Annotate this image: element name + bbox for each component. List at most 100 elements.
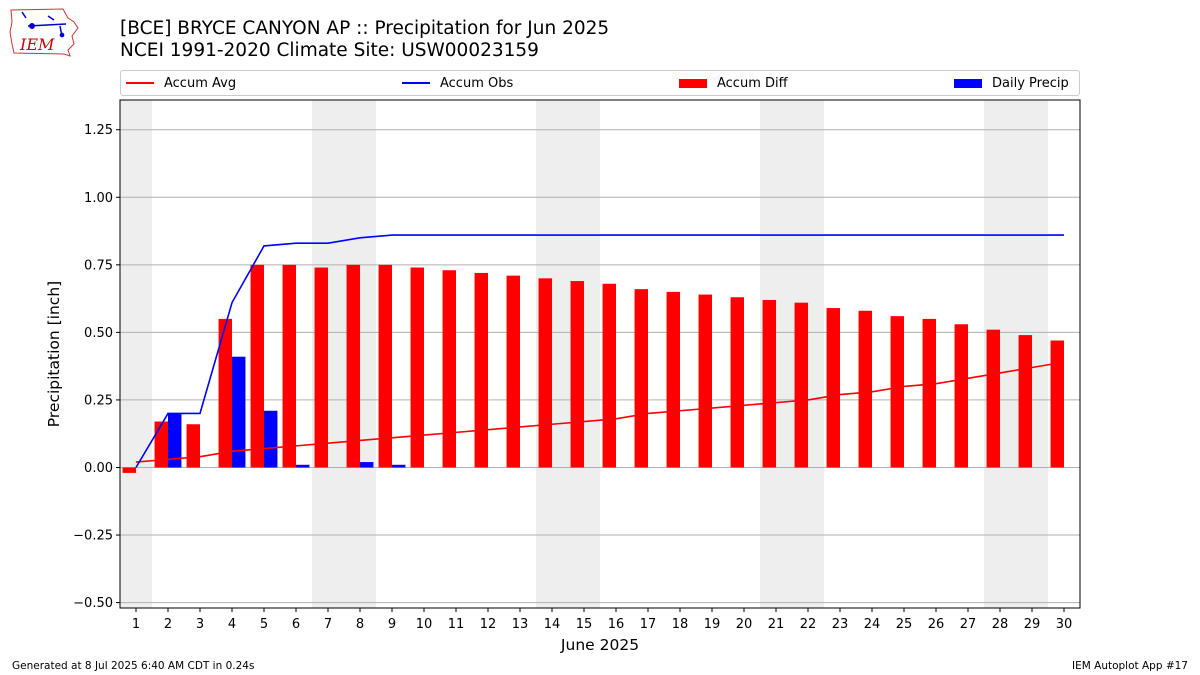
accum-diff-bar — [218, 318, 232, 468]
y-tick-label: −0.25 — [73, 529, 113, 544]
x-tick-label: 22 — [800, 617, 817, 632]
accum-diff-bar — [794, 302, 808, 468]
y-axis-label: Precipitation [inch] — [45, 281, 63, 427]
x-tick-label: 21 — [768, 617, 785, 632]
accum-diff-bar — [346, 264, 360, 468]
accum-diff-bar — [378, 264, 392, 468]
accum-diff-bar — [634, 289, 648, 468]
y-tick-label: 0.25 — [84, 393, 113, 408]
chart-subtitle: NCEI 1991-2020 Climate Site: USW00023159 — [120, 40, 539, 61]
daily-precip-bar — [392, 464, 406, 468]
accum-diff-bar — [122, 467, 136, 473]
accum-diff-bar — [954, 324, 968, 468]
legend-label: Accum Diff — [717, 75, 788, 91]
autoplot-app-label: IEM Autoplot App #17 — [1072, 660, 1188, 672]
accum-diff-bar — [826, 308, 840, 468]
x-tick-label: 10 — [416, 617, 433, 632]
legend: Accum Avg Accum Obs Accum Diff Daily Pre… — [120, 70, 1080, 96]
weekend-shade — [120, 100, 152, 608]
accum-diff-bar — [442, 270, 456, 468]
accum-diff-bar — [314, 267, 328, 468]
accum-diff-bar — [730, 297, 744, 468]
x-tick-label: 18 — [672, 617, 689, 632]
weather-instruments-icon — [21, 11, 67, 38]
x-tick-label: 1 — [132, 617, 140, 632]
accum-diff-bar — [698, 294, 712, 468]
x-tick-label: 24 — [864, 617, 881, 632]
legend-item-daily-precip: Daily Precip — [954, 71, 1069, 95]
y-tick-label: 0.00 — [84, 461, 113, 476]
x-tick-label: 5 — [260, 617, 268, 632]
x-tick-label: 9 — [388, 617, 396, 632]
daily-precip-bar — [264, 410, 278, 468]
x-tick-label: 11 — [448, 617, 465, 632]
legend-line-blue-icon — [402, 82, 430, 84]
x-tick-label: 29 — [1024, 617, 1041, 632]
generated-timestamp: Generated at 8 Jul 2025 6:40 AM CDT in 0… — [12, 660, 255, 672]
x-axis-label: June 2025 — [560, 636, 639, 654]
accum-diff-bar — [154, 421, 168, 468]
x-tick-label: 16 — [608, 617, 625, 632]
daily-precip-bar — [168, 413, 182, 468]
accum-diff-bar — [250, 264, 264, 468]
x-tick-label: 8 — [356, 617, 364, 632]
legend-item-accum-avg: Accum Avg — [126, 71, 236, 95]
x-tick-label: 15 — [576, 617, 593, 632]
x-tick-label: 12 — [480, 617, 497, 632]
logo-text: IEM — [19, 35, 55, 54]
accum-diff-bar — [474, 272, 488, 468]
x-tick-label: 30 — [1056, 617, 1073, 632]
plot-frame — [119, 99, 1081, 609]
accum-diff-bar — [506, 275, 520, 468]
y-tick-label: 1.25 — [84, 123, 113, 138]
iowa-outline-icon — [9, 8, 79, 57]
legend-patch-red-icon — [679, 78, 707, 88]
legend-line-red-icon — [126, 82, 154, 84]
x-tick-label: 26 — [928, 617, 945, 632]
accum-diff-bar — [538, 278, 552, 468]
daily-precip-bar — [232, 356, 246, 468]
accum-diff-bar — [986, 329, 1000, 468]
accum-diff-bar — [602, 283, 616, 468]
x-tick-label: 13 — [512, 617, 529, 632]
x-tick-label: 23 — [832, 617, 849, 632]
accum-diff-bar — [858, 310, 872, 468]
x-tick-label: 4 — [228, 617, 236, 632]
legend-item-accum-obs: Accum Obs — [402, 71, 513, 95]
accum-avg-line — [135, 361, 1065, 463]
x-tick-label: 2 — [164, 617, 172, 632]
daily-precip-bar — [296, 464, 310, 468]
x-tick-label: 19 — [704, 617, 721, 632]
accum-obs-line — [135, 234, 1064, 468]
x-tick-label: 20 — [736, 617, 753, 632]
x-tick-label: 6 — [292, 617, 300, 632]
x-tick-label: 25 — [896, 617, 913, 632]
accum-diff-bar — [186, 424, 200, 468]
accum-diff-bar — [282, 264, 296, 468]
iem-logo: IEM — [9, 8, 79, 57]
accum-diff-bar — [570, 281, 584, 468]
chart-title: [BCE] BRYCE CANYON AP :: Precipitation f… — [120, 18, 610, 39]
legend-item-accum-diff: Accum Diff — [679, 71, 788, 95]
x-tick-label: 14 — [544, 617, 561, 632]
accum-diff-bar — [890, 316, 904, 468]
x-tick-label: 7 — [324, 617, 332, 632]
accum-diff-bar — [922, 318, 936, 468]
x-tick-label: 28 — [992, 617, 1009, 632]
daily-precip-bar — [360, 462, 374, 468]
legend-label: Accum Obs — [440, 75, 514, 91]
y-tick-label: 0.75 — [84, 258, 113, 273]
y-tick-label: 1.00 — [84, 191, 113, 206]
accum-diff-bar — [1050, 340, 1064, 468]
x-tick-label: 17 — [640, 617, 657, 632]
y-tick-label: −0.50 — [73, 596, 113, 611]
legend-label: Accum Avg — [164, 75, 237, 91]
accum-diff-bar — [762, 299, 776, 468]
accum-diff-bar — [666, 291, 680, 468]
legend-label: Daily Precip — [992, 75, 1069, 91]
legend-patch-blue-icon — [954, 78, 982, 88]
x-tick-label: 3 — [196, 617, 204, 632]
accum-diff-bar — [1018, 335, 1032, 468]
y-tick-label: 0.50 — [84, 326, 113, 341]
